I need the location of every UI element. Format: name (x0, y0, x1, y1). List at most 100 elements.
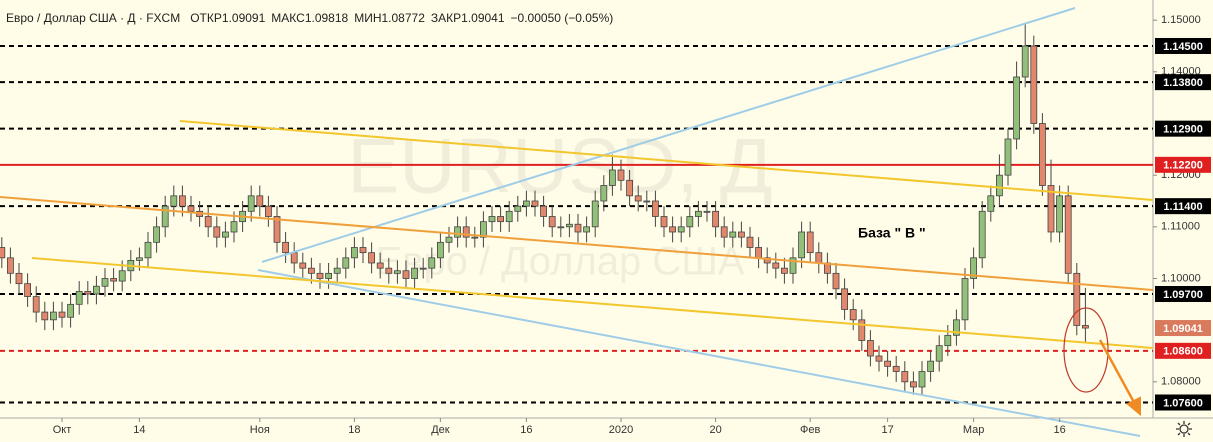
candle-body (178, 195, 186, 207)
level-label-box (1155, 120, 1211, 137)
level-label: 1.11400 (1163, 201, 1202, 213)
candle-body (815, 252, 823, 264)
candle-body (996, 174, 1003, 197)
candle-body (849, 309, 857, 321)
candle-body (832, 272, 840, 290)
candle-body (557, 226, 565, 229)
candle-body (720, 226, 728, 238)
candle-body (875, 355, 883, 362)
candle-body (153, 226, 161, 243)
candle-body (333, 267, 341, 274)
candle-body (58, 311, 66, 318)
candle-body (746, 236, 754, 248)
trend-line (257, 269, 1141, 437)
candle-body (1056, 195, 1063, 233)
candle-body (471, 236, 479, 239)
candle-body (677, 226, 685, 233)
candle-body (462, 226, 470, 238)
candle-body (1013, 76, 1020, 140)
high-value: 1.09818 (305, 11, 349, 25)
candle-body (910, 381, 917, 388)
candle-body (247, 195, 255, 212)
candle-body (953, 319, 960, 336)
candle-body (961, 278, 969, 321)
candle-body (634, 195, 642, 202)
level-label: 1.12900 (1163, 124, 1203, 136)
level-label: 1.07600 (1163, 397, 1203, 409)
candle-body (652, 200, 659, 217)
candle-body (935, 345, 943, 362)
x-tick-label: Фев (800, 424, 820, 436)
candles (0, 22, 1089, 395)
candle-body (901, 371, 909, 383)
candle-body (1004, 138, 1012, 176)
high-label: МАКС (271, 11, 305, 25)
level-label: 1.13800 (1163, 77, 1203, 89)
chart-header: Евро / Доллар США · Д · FXCM ОТКР1.09091 М… (6, 11, 613, 25)
candle-body (170, 195, 178, 207)
candle-body (806, 231, 814, 254)
level-label-box (1155, 285, 1211, 302)
candle-body (256, 195, 264, 207)
candle-body (84, 291, 92, 295)
candle-body (110, 278, 117, 282)
axes: 1.150001.140001.120001.110001.100001.080… (53, 14, 1211, 436)
level-label: 1.09700 (1163, 289, 1203, 301)
candle-body (729, 231, 737, 238)
candle-body (918, 371, 926, 388)
candle-body (118, 270, 126, 282)
candle-body (32, 296, 40, 313)
candle-body (419, 267, 427, 270)
x-tick-label: 18 (348, 424, 360, 436)
candle-body (75, 291, 83, 305)
candle-body (204, 216, 212, 228)
candle-body (350, 247, 358, 259)
x-tick-label: 20 (709, 424, 721, 436)
candle-body (978, 210, 986, 259)
level-label: 1.08600 (1163, 346, 1203, 358)
candle-body (1064, 195, 1072, 274)
candle-body (230, 221, 238, 233)
candle-body (609, 169, 616, 186)
candle-body (514, 205, 522, 212)
candle-body (428, 257, 436, 269)
x-tick-label: 16 (520, 424, 532, 436)
annotation: База " В " (858, 225, 926, 241)
candle-body (643, 200, 651, 203)
candle-body (591, 200, 599, 228)
drawings (0, 7, 1154, 437)
candle-body (445, 236, 453, 243)
levels (0, 44, 1153, 404)
candle-body (927, 360, 934, 372)
x-tick-label: 2020 (609, 424, 633, 436)
candle-body (523, 200, 530, 207)
candle-body (548, 216, 556, 228)
candle-body (15, 272, 23, 285)
candle-body (763, 257, 771, 264)
settings-icon[interactable] (1176, 421, 1192, 437)
candle-body (1021, 45, 1029, 78)
watermark-subtitle: Евро / Доллар США (375, 240, 745, 284)
close-value: 1.09041 (461, 11, 505, 25)
level-label: 1.12200 (1163, 160, 1203, 172)
candle-body (402, 270, 410, 279)
y-tick-label: 1.08000 (1161, 376, 1201, 388)
candle-body (264, 205, 272, 217)
candle-body (385, 267, 393, 274)
level-label-box (1155, 74, 1211, 91)
x-tick-label: Окт (53, 424, 72, 436)
change: −0.00050 (−0.05%) (511, 11, 614, 25)
price-axis-background (1153, 0, 1213, 442)
candle-body (161, 205, 169, 228)
candle-body (703, 210, 711, 213)
candle-body (376, 262, 384, 269)
y-tick-label: 1.15000 (1161, 14, 1201, 26)
trend-line (31, 257, 1154, 349)
candle-body (669, 226, 676, 233)
level-label-box (1155, 156, 1211, 173)
candle-body (488, 216, 496, 223)
open-label: ОТКР (190, 11, 222, 25)
candle-body (1030, 45, 1038, 124)
candle-body (987, 195, 995, 212)
